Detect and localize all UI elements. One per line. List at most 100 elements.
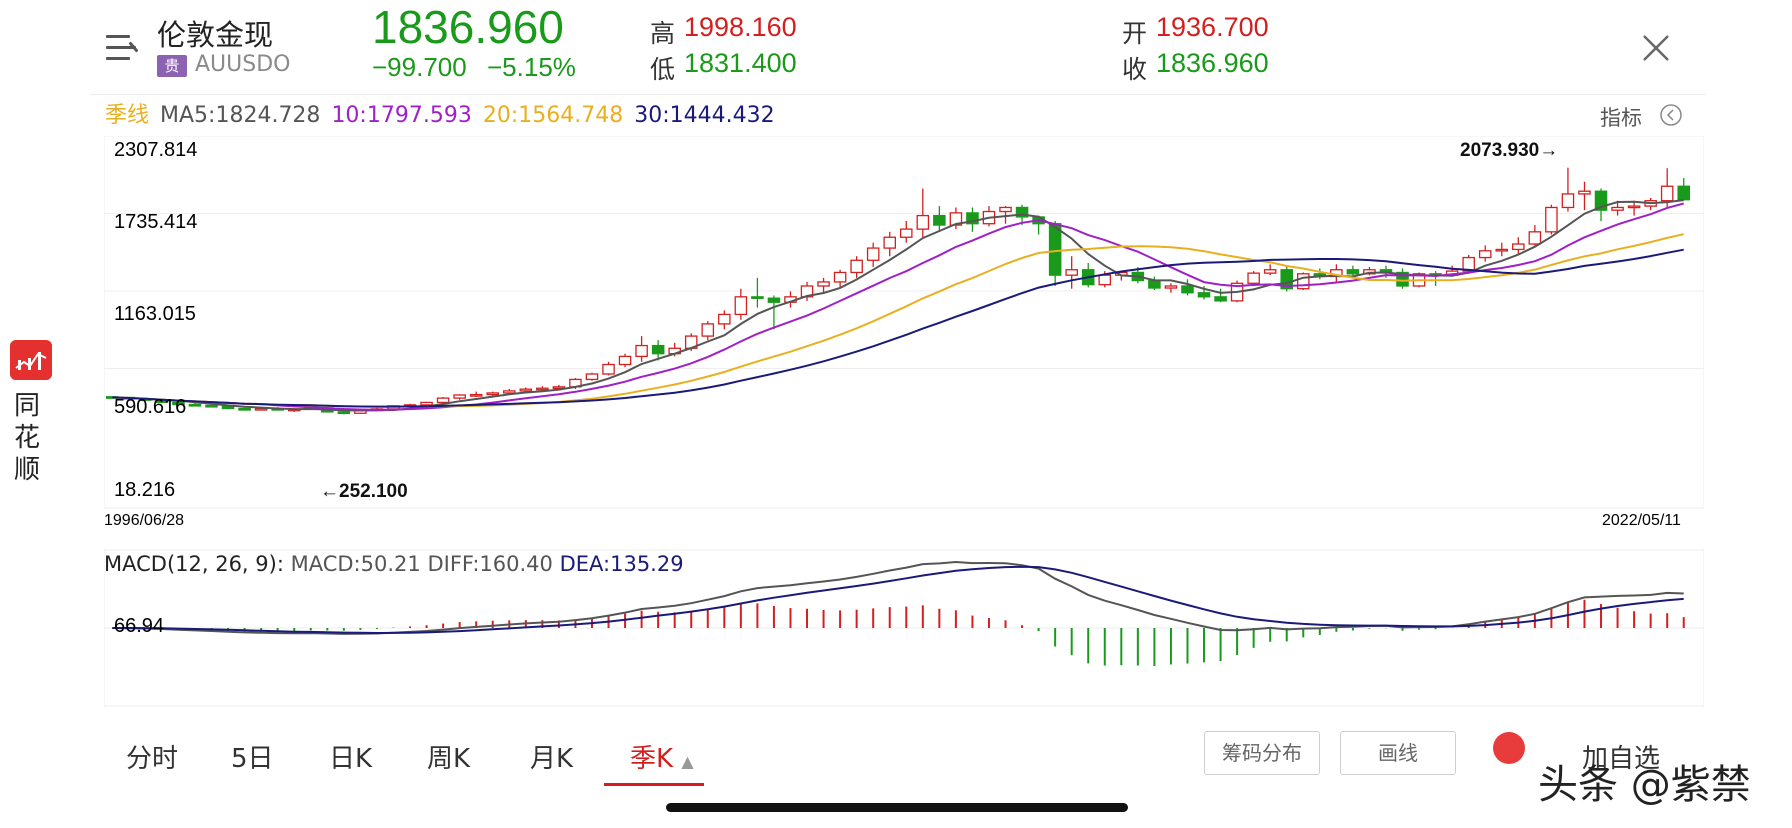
- y-tick-min: 18.216: [114, 479, 175, 501]
- candle-body: [1247, 272, 1260, 284]
- add-watchlist-button[interactable]: 加自选: [1582, 744, 1661, 774]
- tab-daily-k[interactable]: 日K: [329, 744, 373, 774]
- close-value: 1836.960: [1156, 48, 1269, 78]
- candle-body: [1396, 271, 1409, 287]
- ma20-line: [112, 233, 1684, 408]
- dea-value: DEA:135.29: [559, 552, 684, 576]
- tab-intraday[interactable]: 分时: [126, 744, 179, 774]
- y-tick-3: 1163.015: [114, 303, 196, 325]
- menu-icon[interactable]: [106, 33, 144, 63]
- close-label: 收: [1122, 55, 1148, 84]
- watermark: 头条 @紫禁: [1538, 762, 1751, 808]
- candle-body: [602, 363, 615, 375]
- candle-body: [767, 297, 781, 303]
- max-annotation: 2073.930→: [1460, 140, 1558, 161]
- candle-body: [1677, 185, 1691, 201]
- y-tick-4: 590.616: [114, 396, 186, 418]
- ma-legend: 季线 MA5:1824.728 10:1797.593 20:1564.748 …: [105, 97, 779, 129]
- candle-body: [337, 411, 351, 415]
- open-label: 开: [1122, 19, 1148, 48]
- price-change-percent: −5.15%: [487, 52, 576, 82]
- ma30-value: 30:1444.432: [634, 103, 775, 128]
- low-value: 1831.400: [684, 48, 797, 78]
- high-label: 高: [650, 19, 676, 48]
- candle-body: [205, 404, 218, 408]
- candle-body: [420, 401, 433, 406]
- min-annotation: ←252.100: [320, 481, 408, 502]
- macd-chart[interactable]: 66.94: [104, 548, 1704, 708]
- candle-body: [933, 214, 946, 226]
- tab-quarterly-k-label: 季K: [630, 744, 674, 774]
- candle-body: [1280, 269, 1294, 290]
- tonghuashun-logo-icon[interactable]: [10, 340, 52, 380]
- candle-body: [1065, 269, 1078, 276]
- chip-distribution-button[interactable]: 筹码分布: [1204, 731, 1320, 775]
- chevron-left-icon[interactable]: [1660, 104, 1682, 126]
- ma10-value: 10:1797.593: [331, 103, 472, 128]
- kline-grid: [104, 213, 1704, 369]
- candle-body: [999, 206, 1012, 213]
- candle-body: [751, 296, 764, 299]
- macd-legend: MACD(12, 26, 9): MACD:50.21 DIFF:160.40 …: [104, 552, 684, 576]
- candle-body: [1015, 206, 1029, 218]
- ma5-value: MA5:1824.728: [160, 103, 321, 128]
- active-tab-indicator: [604, 783, 704, 786]
- dea-line: [112, 565, 1684, 635]
- start-date: 1996/06/28: [104, 512, 184, 529]
- candle-body: [1594, 190, 1608, 211]
- candle-body: [1181, 285, 1194, 294]
- candle-body: [866, 247, 880, 261]
- ma20-value: 20:1564.748: [482, 103, 624, 128]
- macd-lines: [112, 560, 1684, 635]
- candle-body: [1346, 269, 1360, 275]
- candle-body: [718, 313, 731, 325]
- tab-weekly-k[interactable]: 周K: [427, 744, 471, 774]
- instrument-name: 伦敦金现: [157, 18, 274, 52]
- category-badge: 贵: [157, 55, 187, 77]
- y-tick-2: 1735.414: [114, 211, 197, 233]
- candle-body: [1561, 193, 1575, 209]
- ma30-line: [112, 248, 1684, 408]
- candle-body: [966, 212, 979, 225]
- close-icon[interactable]: [1638, 30, 1674, 66]
- candle-body: [883, 236, 897, 249]
- candle-body: [1164, 285, 1178, 289]
- tonghuashun-label[interactable]: 同花顺: [14, 391, 41, 485]
- high-value: 1998.160: [684, 12, 797, 42]
- y-tick-max: 2307.814: [114, 139, 197, 161]
- kline-candles: [105, 167, 1691, 415]
- candle-body: [833, 271, 847, 283]
- tab-quarterly-k[interactable]: 季K ▲: [630, 738, 694, 775]
- candle-body: [552, 386, 566, 390]
- ma5-line: [112, 199, 1684, 412]
- candle-body: [1197, 292, 1211, 298]
- candle-body: [1627, 205, 1641, 209]
- macd-y-tick: 66.94: [114, 615, 164, 637]
- tab-monthly-k[interactable]: 月K: [530, 744, 574, 774]
- candle-body: [536, 387, 549, 391]
- add-watch-icon[interactable]: [1493, 732, 1525, 764]
- kline-ma-lines: [112, 199, 1684, 412]
- candle-body: [1528, 231, 1542, 245]
- candle-body: [519, 388, 533, 392]
- candle-body: [1495, 248, 1509, 252]
- price-change: −99.700: [372, 52, 467, 82]
- candle-body: [1296, 273, 1310, 290]
- kline-chart[interactable]: 2307.814 1735.414 1163.015 590.616 18.21…: [104, 136, 1704, 531]
- ma10-line: [112, 202, 1684, 411]
- candle-body: [1545, 206, 1558, 233]
- candle-body: [1660, 185, 1674, 202]
- candle-body: [916, 214, 930, 230]
- ma-period-label: 季线: [105, 103, 150, 128]
- candle-body: [1611, 206, 1624, 211]
- candle-body: [1478, 250, 1492, 259]
- tab-5day[interactable]: 5日: [231, 744, 274, 774]
- candle-body: [1263, 269, 1277, 274]
- header-divider: [90, 94, 1706, 95]
- macd-name: MACD(12, 26, 9):: [104, 552, 284, 576]
- draw-line-button[interactable]: 画线: [1340, 731, 1456, 775]
- candle-body: [1048, 223, 1062, 276]
- candle-body: [899, 228, 913, 238]
- indicator-button[interactable]: 指标: [1600, 106, 1642, 130]
- candle-body: [817, 281, 830, 287]
